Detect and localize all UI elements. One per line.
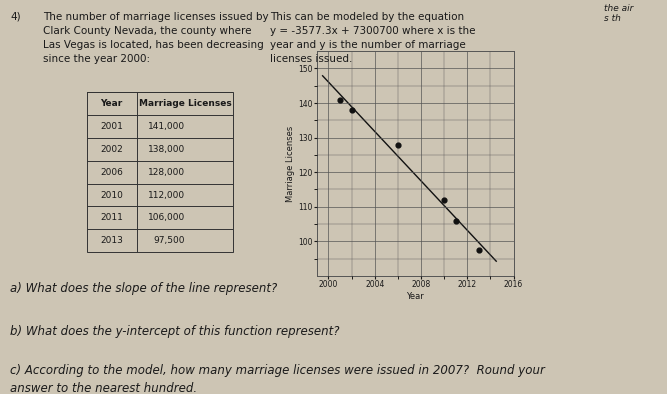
Point	[439, 197, 450, 203]
Text: 97,500: 97,500	[153, 236, 185, 245]
Text: 2001: 2001	[100, 122, 123, 131]
Point	[474, 247, 484, 253]
Text: 141,000: 141,000	[148, 122, 185, 131]
Text: 138,000: 138,000	[148, 145, 185, 154]
Text: 112,000: 112,000	[148, 191, 185, 199]
Text: 4): 4)	[10, 12, 21, 22]
Text: This can be modeled by the equation
y = -3577.3x + 7300700 where x is the
year a: This can be modeled by the equation y = …	[270, 12, 476, 64]
Text: 2006: 2006	[100, 168, 123, 177]
Text: c) According to the model, how many marriage licenses were issued in 2007?  Roun: c) According to the model, how many marr…	[10, 364, 545, 394]
Text: 2011: 2011	[100, 214, 123, 222]
Point	[392, 141, 403, 148]
Text: 106,000: 106,000	[148, 214, 185, 222]
Text: 2002: 2002	[100, 145, 123, 154]
Text: 2013: 2013	[100, 236, 123, 245]
X-axis label: Year: Year	[406, 292, 424, 301]
Point	[335, 97, 346, 103]
Text: 128,000: 128,000	[148, 168, 185, 177]
Point	[450, 217, 461, 224]
Text: The number of marriage licenses issued by
Clark County Nevada, the county where
: The number of marriage licenses issued b…	[43, 12, 269, 64]
Text: Marriage Licenses: Marriage Licenses	[139, 99, 231, 108]
Text: b) What does the y-intercept of this function represent?: b) What does the y-intercept of this fun…	[10, 325, 340, 338]
Text: a) What does the slope of the line represent?: a) What does the slope of the line repre…	[10, 282, 277, 295]
Y-axis label: Marriage Licenses: Marriage Licenses	[286, 125, 295, 202]
Text: the air
s th: the air s th	[604, 4, 633, 23]
Text: Year: Year	[101, 99, 123, 108]
Point	[346, 107, 357, 113]
Text: 2010: 2010	[100, 191, 123, 199]
